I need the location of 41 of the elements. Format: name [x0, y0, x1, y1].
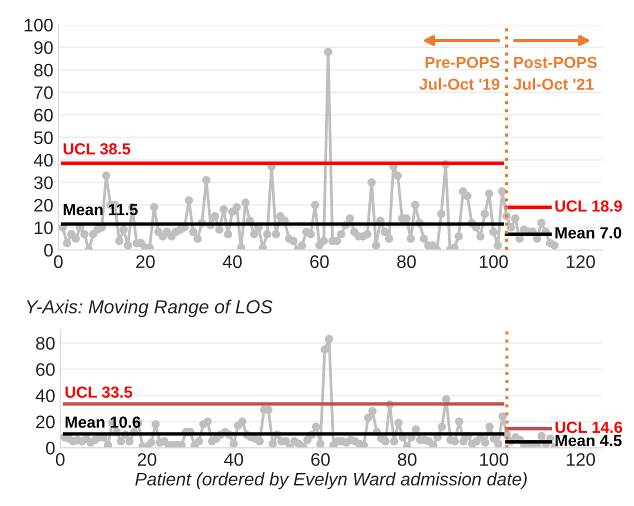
x-tick-label: 100	[480, 255, 508, 268]
y-tick-label: 30	[34, 176, 53, 190]
y-tick-label: 0	[44, 244, 53, 257]
series-label: UCL 33.5	[66, 386, 132, 398]
x-tick-label: 20	[138, 453, 156, 466]
annotation: Post-POPS Jul-Oct '21	[513, 56, 597, 90]
y-tick-label: 20	[36, 416, 55, 428]
series-label: Mean 7.0	[556, 227, 622, 238]
x-tick-label: 60	[311, 453, 330, 466]
y-tick-label: 20	[34, 198, 53, 212]
x-tick-label: 40	[222, 255, 242, 268]
x-tick-label: 100	[480, 453, 508, 466]
series-label: Mean 11.5	[64, 204, 138, 216]
y-tick-label: 50	[34, 131, 53, 144]
y-tick-label: 100	[24, 18, 53, 32]
series-label: UCL 14.6	[556, 422, 622, 433]
y-tick-label: 60	[36, 363, 55, 376]
y-tick-label: 10	[34, 221, 53, 234]
x-tick-label: 80	[398, 453, 416, 466]
y-tick-label: 0	[46, 442, 55, 455]
x-tick-label: 120	[566, 255, 595, 268]
x-tick-label: 60	[310, 255, 329, 268]
y-tick-label: 40	[34, 154, 53, 167]
x-tick-label: 80	[397, 255, 416, 268]
y-tick-label: 70	[34, 86, 53, 100]
y-tick-label: 40	[36, 389, 55, 402]
annotation: Pre-POPS Jul-Oct '19	[419, 56, 500, 90]
x-tick-label: 40	[224, 453, 244, 466]
series-label: UCL 38.5	[64, 143, 130, 155]
y-tick-label: 90	[34, 41, 53, 54]
x-axis-title: Patient (ordered by Evelyn Ward admission date)	[135, 472, 527, 490]
x-tick-label: 0	[56, 453, 65, 466]
series-label: Mean 10.6	[66, 416, 140, 428]
series-label: UCL 18.9	[555, 200, 622, 212]
x-tick-label: 20	[136, 255, 155, 268]
chart-title: Y-Axis: Moving Range of LOS	[26, 300, 272, 318]
y-tick-label: 60	[34, 108, 53, 122]
x-tick-label: 120	[566, 453, 595, 466]
y-tick-label: 80	[36, 336, 55, 350]
series-label: Mean 4.5	[556, 435, 622, 446]
y-tick-label: 80	[34, 64, 53, 77]
